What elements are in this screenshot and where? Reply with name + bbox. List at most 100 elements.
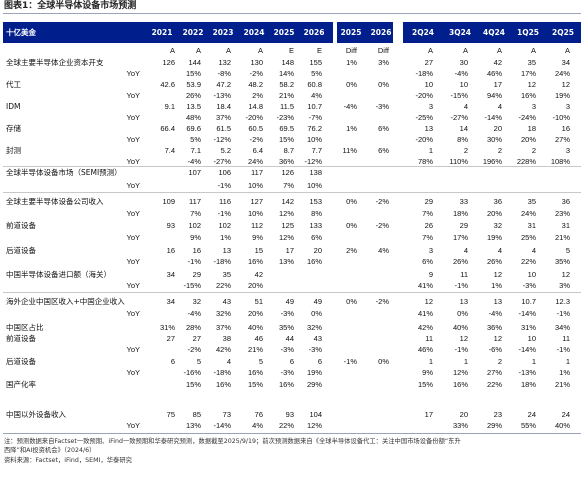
header-year: 2026 — [303, 28, 325, 37]
quarter-value: 3 — [565, 102, 570, 111]
diff-value: 1% — [346, 58, 357, 67]
quarter-value: 36 — [493, 197, 502, 206]
quarter-value: -20% — [415, 135, 433, 144]
quarter-value: 10 — [527, 270, 536, 279]
year-value: 76 — [254, 410, 263, 419]
subheader-quarter-flag: A — [462, 46, 468, 55]
subheader-year-flag: A — [169, 46, 175, 55]
year-value — [288, 270, 322, 280]
row-label: 代工 — [6, 80, 21, 89]
quarter-value: 8% — [457, 135, 468, 144]
quarter-value: 12 — [561, 270, 570, 279]
quarter-value: 27% — [554, 135, 570, 144]
header-year: 2023 — [212, 28, 234, 37]
row-yoy-label: YoY — [126, 181, 141, 190]
quarter-value: 35 — [527, 58, 536, 67]
quarter-value: 36 — [561, 197, 570, 206]
year-value: 138 — [309, 168, 322, 177]
quarter-value — [434, 181, 468, 191]
footnote-line: 西降”和AI投资机会》（2024/6） — [4, 447, 96, 454]
quarter-value: -14% — [484, 113, 502, 122]
quarter-value: 30% — [486, 135, 502, 144]
quarter-value — [399, 421, 433, 431]
year-value: 5% — [190, 135, 201, 144]
row-label: 中国区占比 — [6, 323, 44, 332]
year-value: -18% — [213, 257, 231, 266]
diff-value — [355, 181, 389, 191]
year-value: 9% — [190, 233, 201, 242]
year-value: 4% — [252, 421, 263, 430]
quarter-value: 31% — [520, 323, 536, 332]
year-value: 21% — [278, 91, 294, 100]
year-value: 116 — [219, 197, 231, 206]
quarter-value: 24% — [554, 69, 570, 78]
year-value: 76.2 — [307, 124, 322, 133]
quarter-value: 3 — [531, 102, 536, 111]
year-value: -2% — [187, 345, 201, 354]
diff-value: -1% — [343, 357, 357, 366]
year-value: 7.7 — [311, 146, 322, 155]
year-value: -3% — [280, 345, 294, 354]
quarter-value: 29 — [459, 221, 468, 230]
quarter-value: 11 — [425, 334, 433, 343]
quarter-value: -14% — [518, 345, 536, 354]
year-value: 40% — [247, 323, 263, 332]
year-value: 8% — [311, 209, 322, 218]
year-value: 26% — [185, 91, 201, 100]
quarter-value: 34% — [554, 323, 570, 332]
quarter-value: 196% — [482, 157, 502, 166]
quarter-value: 41% — [417, 309, 433, 318]
header-quarter: 2Q24 — [411, 28, 435, 37]
diff-value — [323, 334, 357, 344]
year-value: 43 — [313, 334, 322, 343]
quarter-value: 12 — [493, 334, 502, 343]
year-value: 28% — [185, 323, 201, 332]
quarter-value — [468, 181, 502, 191]
diff-value — [323, 345, 357, 355]
year-value: 27 — [166, 334, 175, 343]
year-value: 20 — [313, 246, 322, 255]
quarter-value: 4 — [531, 246, 536, 255]
source-note: 资料来源：Factset，iFind，SEMI，华泰研究 — [4, 457, 132, 464]
year-value: -27% — [213, 157, 231, 166]
quarter-value: 27 — [424, 58, 433, 67]
diff-value — [355, 323, 389, 333]
quarter-value: 40% — [452, 323, 468, 332]
year-value: 24% — [247, 157, 263, 166]
year-value: 112 — [251, 221, 263, 230]
subheader-year-flag: A — [257, 46, 263, 55]
diff-value: 0% — [346, 221, 357, 230]
quarter-value: 31 — [527, 221, 536, 230]
year-value: 37% — [215, 113, 231, 122]
quarter-value: 21% — [554, 380, 570, 389]
quarter-value: 3 — [428, 246, 433, 255]
year-value: 42.6 — [160, 80, 175, 89]
diff-value: 0% — [378, 80, 389, 89]
quarter-value: 9 — [428, 270, 433, 279]
quarter-value: 16 — [561, 124, 570, 133]
year-value: 16% — [215, 380, 231, 389]
year-value: 31% — [159, 323, 175, 332]
diff-value: 0% — [378, 357, 389, 366]
quarter-value: 11 — [562, 334, 570, 343]
quarter-value: 3% — [559, 281, 570, 290]
footnote-line: 注：预测数据来自Factset一致预期、iFind一致预期和华泰研究预测，数据截… — [4, 438, 461, 445]
year-value: 10% — [247, 209, 263, 218]
year-value: 15% — [247, 380, 263, 389]
year-value: 153 — [309, 197, 322, 206]
year-value: 20% — [247, 281, 263, 290]
footer-separator — [3, 433, 581, 434]
year-value: -20% — [245, 113, 263, 122]
quarter-value — [399, 181, 433, 191]
diff-value — [355, 334, 389, 344]
year-value: 6 — [170, 357, 175, 366]
year-value: 125 — [281, 221, 294, 230]
year-value: 6 — [289, 357, 294, 366]
quarter-value: 55% — [520, 421, 536, 430]
year-value: 2% — [252, 91, 263, 100]
header-year: 2022 — [182, 28, 204, 37]
year-value: 75 — [166, 410, 175, 419]
year-value: -12% — [213, 135, 231, 144]
quarter-value: -14% — [518, 309, 536, 318]
quarter-value: -20% — [415, 91, 433, 100]
